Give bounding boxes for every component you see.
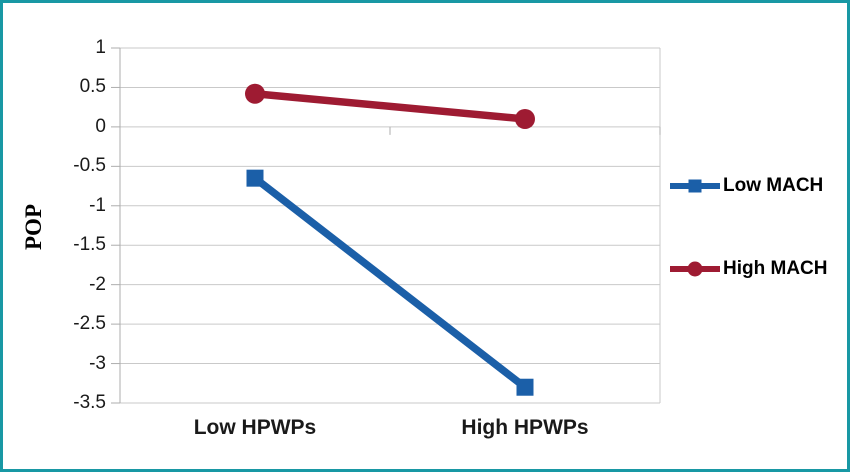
y-tick-label: 0 xyxy=(95,115,106,137)
legend-item-low-mach: Low MACH xyxy=(668,173,823,199)
legend-label: High MACH xyxy=(723,258,828,279)
line-chart-plot xyxy=(111,47,661,404)
legend: Low MACH High MACH xyxy=(668,3,847,469)
data-point-marker xyxy=(515,109,535,129)
y-tick-label: -3 xyxy=(89,352,106,374)
data-point-marker xyxy=(516,378,534,396)
y-tick-label: -2.5 xyxy=(73,313,106,335)
y-tick-label: -1.5 xyxy=(73,234,106,256)
y-tick-label: -3.5 xyxy=(73,392,106,413)
legend-key-circle-icon xyxy=(670,261,720,277)
series-line-low-mach xyxy=(251,174,529,391)
data-point-marker xyxy=(245,83,265,104)
data-point-marker xyxy=(246,169,264,187)
legend-key-square-icon xyxy=(670,179,720,193)
legend-item-high-mach: High MACH xyxy=(668,256,827,282)
y-tick-label: 1 xyxy=(95,37,106,58)
y-tick-label: -1 xyxy=(89,194,106,216)
y-tick-label: -0.5 xyxy=(73,155,106,177)
series-line-high-mach xyxy=(251,90,529,123)
x-category-label: High HPWPs xyxy=(461,416,589,439)
x-category-label: Low HPWPs xyxy=(193,416,317,439)
y-tick-label: -2 xyxy=(89,273,106,295)
y-tick-label: 0.5 xyxy=(79,76,106,98)
legend-label: Low MACH xyxy=(723,175,824,196)
